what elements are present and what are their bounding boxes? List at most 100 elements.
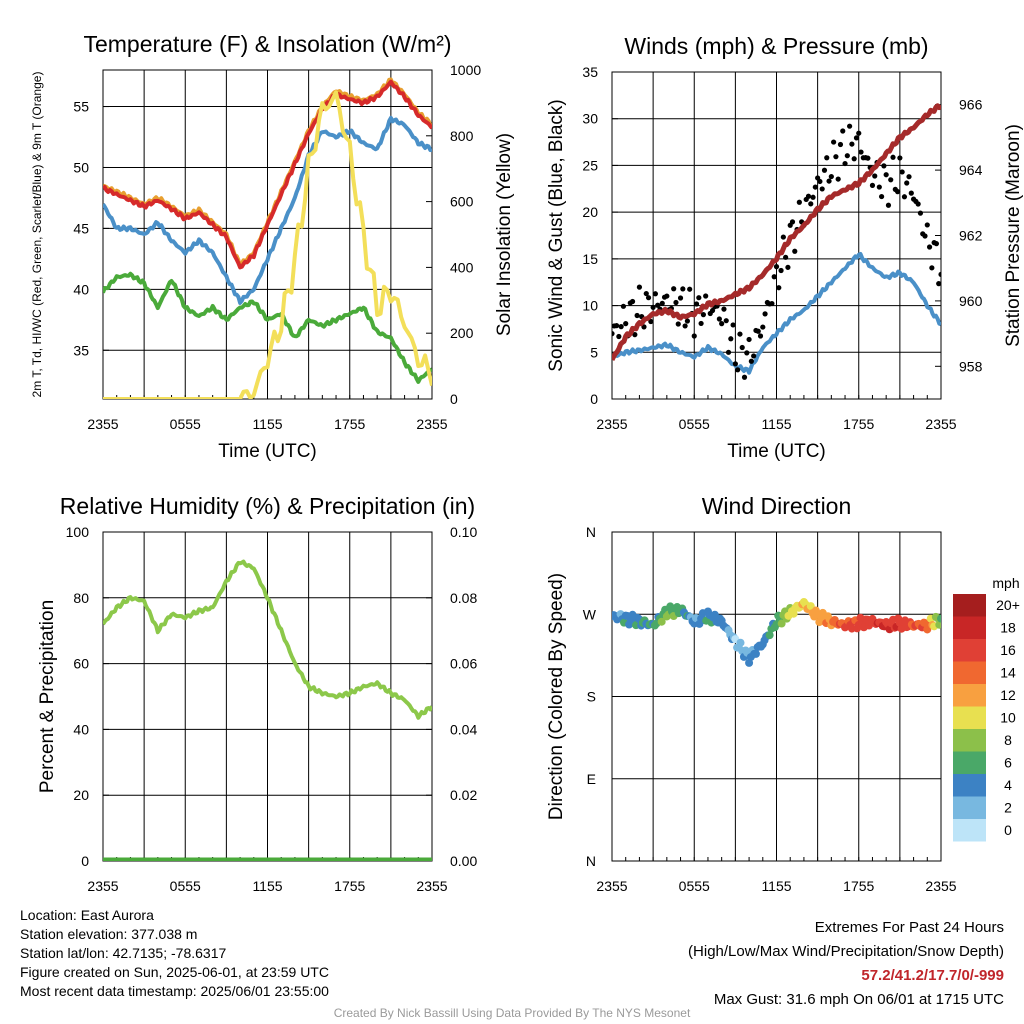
gust-point <box>856 130 862 136</box>
gust-point <box>709 307 716 314</box>
colorbar-swatch <box>953 751 986 774</box>
colorbar-swatch <box>953 729 986 752</box>
chart-title: Temperature (F) & Insolation (W/m²) <box>83 31 451 57</box>
y-tick-label: 5 <box>590 344 598 360</box>
y2-tick-label: 200 <box>450 325 474 341</box>
gust-point <box>908 190 914 196</box>
y-tick-label: 15 <box>582 251 598 267</box>
y2-tick-label: 400 <box>450 259 474 275</box>
chart-title: Wind Direction <box>702 493 852 519</box>
direction-point <box>806 602 815 611</box>
gust-point <box>789 219 796 225</box>
y2-tick-label: 0.06 <box>450 656 477 672</box>
gust-point <box>636 284 643 290</box>
gust-point <box>824 155 830 161</box>
y-axis-title: 2m T, Td, HI/WC (Red, Green, Scarlet/Blu… <box>30 72 44 398</box>
y-tick-label: N <box>586 853 596 869</box>
gust-point <box>810 194 816 200</box>
y-tick-label: 40 <box>73 281 89 297</box>
x-tick-label: 2355 <box>596 878 627 894</box>
gust-point <box>769 300 775 307</box>
gust-point <box>904 180 910 186</box>
gust-point <box>751 353 757 359</box>
gust-point <box>629 298 636 305</box>
gust-point <box>716 316 722 322</box>
y-tick-label: S <box>587 689 596 705</box>
x-axis-title: Time (UTC) <box>218 441 317 462</box>
gust-point <box>812 184 818 190</box>
gust-point <box>890 154 896 160</box>
gust-point <box>851 156 857 162</box>
y2-axis-title: Station Pressure (Maroon) <box>1003 124 1024 347</box>
gust-point <box>888 177 894 183</box>
gust-point <box>906 174 912 180</box>
x-tick-label: 2355 <box>87 416 118 432</box>
colorbar-tick-label: 16 <box>1000 642 1016 658</box>
gust-point <box>721 306 727 312</box>
y2-tick-label: 0.02 <box>450 787 477 803</box>
x-tick-label: 1755 <box>334 878 365 894</box>
y-tick-label: 55 <box>73 99 89 115</box>
gust-point <box>924 222 930 228</box>
gust-point <box>926 244 933 250</box>
gust-point <box>700 312 706 318</box>
y2-tick-label: 960 <box>959 293 983 309</box>
gust-point <box>696 295 702 301</box>
y2-tick-label: 0.10 <box>450 524 477 540</box>
station-location: Location: East Aurora <box>20 907 154 923</box>
y2-axis-title: Solar Insolation (Yellow) <box>494 133 515 336</box>
x-axis-title: Time (UTC) <box>727 441 826 462</box>
colorbar-tick-label: 8 <box>1004 732 1012 748</box>
gust-point <box>831 139 837 145</box>
recent-timestamp: Most recent data timestamp: 2025/06/01 2… <box>20 983 329 999</box>
colorbar-swatch <box>953 796 986 819</box>
gust-point <box>826 178 832 184</box>
gust-point <box>645 295 652 301</box>
gust-point <box>897 155 903 161</box>
y2-tick-label: 958 <box>959 358 983 374</box>
gust-point <box>655 302 661 308</box>
y2-tick-label: 1000 <box>450 62 481 78</box>
gust-point <box>821 167 828 173</box>
colorbar-label: mph <box>992 575 1019 591</box>
x-tick-label: 2355 <box>925 416 956 432</box>
gust-point <box>634 312 640 319</box>
gust-point <box>901 194 908 200</box>
gust-point <box>671 286 677 292</box>
x-tick-label: 0555 <box>170 416 201 432</box>
colorbar-swatch <box>953 684 986 707</box>
gust-point <box>833 154 839 160</box>
gust-point <box>899 169 905 175</box>
y-tick-label: 0 <box>81 853 89 869</box>
gust-point <box>783 254 789 260</box>
y2-tick-label: 0 <box>450 391 458 407</box>
gust-point <box>771 274 777 280</box>
y-tick-label: 10 <box>582 298 598 314</box>
x-tick-label: 2355 <box>416 416 447 432</box>
x-tick-label: 1155 <box>761 878 791 894</box>
gust-point <box>703 293 709 299</box>
y-axis-title: Percent & Precipitation <box>37 600 58 793</box>
series-line <box>103 559 432 720</box>
y-tick-label: 35 <box>73 342 89 358</box>
x-tick-label: 0555 <box>679 878 710 894</box>
gust-point <box>691 333 697 339</box>
gust-point <box>687 286 693 292</box>
y-tick-label: 60 <box>73 656 89 672</box>
y-tick-label: 25 <box>582 157 598 173</box>
gust-point <box>828 173 834 180</box>
station-info: Location: East Aurora Station elevation:… <box>20 906 329 1001</box>
gust-point <box>719 321 725 327</box>
gust-point <box>869 182 876 188</box>
direction-point <box>937 614 941 623</box>
gust-point <box>915 201 921 207</box>
gust-point <box>835 176 841 182</box>
gust-point <box>922 233 928 239</box>
gust-point <box>643 290 649 297</box>
gust-point <box>817 178 823 185</box>
y2-tick-label: 966 <box>959 97 983 113</box>
gust-point <box>796 199 802 205</box>
max-gust: Max Gust: 31.6 mph On 06/01 at 1715 UTC <box>713 991 1004 1008</box>
y-tick-label: N <box>586 524 596 540</box>
gust-point <box>748 358 754 364</box>
